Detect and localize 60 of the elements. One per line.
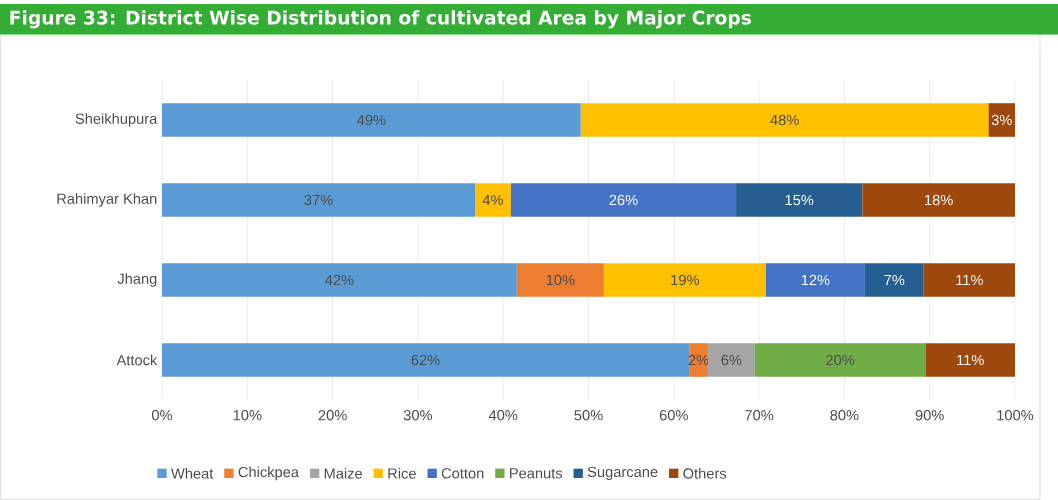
data-label: 37% — [304, 194, 333, 206]
bar — [516, 263, 604, 297]
x-tick-label: 100% — [997, 410, 1034, 421]
x-tick-label: 50% — [574, 410, 603, 421]
y-tick-label: Sheikhupura — [75, 113, 158, 127]
x-tick-label: 0% — [151, 410, 173, 421]
y-tick-label: Rahimyar Khan — [57, 193, 157, 207]
legend-label: Cotton — [441, 468, 484, 479]
data-label: 19% — [671, 274, 700, 286]
legend-label: Sugarcane — [587, 466, 658, 480]
bar — [862, 183, 1015, 217]
bar — [864, 263, 924, 297]
bar — [988, 103, 1015, 137]
legend-label: Chickpea — [238, 466, 299, 481]
data-label: 20% — [826, 354, 855, 366]
bar — [707, 343, 755, 377]
legend-label: Wheat — [171, 467, 214, 479]
data-label: 11% — [957, 354, 984, 366]
x-tick-label: 80% — [830, 410, 859, 421]
bar — [510, 183, 737, 217]
bar — [162, 103, 581, 137]
bar — [603, 263, 766, 297]
bar — [580, 103, 989, 137]
data-label: 49% — [357, 114, 386, 126]
legend-label: Rice — [388, 467, 416, 479]
y-tick-label: Jhang — [117, 273, 157, 287]
x-tick-label: 20% — [318, 410, 347, 421]
bar — [923, 263, 1015, 297]
bar — [925, 343, 1015, 377]
bar — [475, 183, 511, 217]
legend-label: Peanuts — [510, 468, 563, 479]
bar — [162, 183, 476, 217]
data-label: 62% — [411, 354, 440, 366]
data-label: 42% — [325, 274, 354, 286]
x-tick-label: 30% — [403, 410, 433, 421]
data-label: 3% — [991, 114, 1012, 126]
x-tick-label: 70% — [745, 410, 774, 421]
chart-title: Figure 33: District Wise Distribution of cultivated Area by Major Crops — [10, 10, 751, 29]
data-label: 48% — [770, 114, 799, 126]
data-label: 7% — [884, 274, 905, 286]
x-tick-label: 10% — [233, 410, 262, 421]
data-label: 26% — [609, 194, 638, 206]
data-label: 6% — [721, 354, 742, 366]
data-label: 18% — [925, 194, 953, 206]
x-tick-label: 90% — [915, 410, 944, 421]
data-label: 15% — [785, 194, 814, 206]
bar — [754, 343, 926, 377]
data-label: 4% — [482, 194, 504, 206]
bar — [162, 343, 690, 377]
legend-label: Maize — [324, 467, 363, 479]
data-label: 12% — [801, 274, 830, 286]
data-label: 10% — [546, 274, 575, 286]
data-label: 11% — [956, 274, 983, 286]
bar — [765, 263, 865, 297]
legend-label: Others — [683, 467, 727, 479]
y-tick-label: Attock — [116, 354, 158, 366]
bar — [162, 263, 517, 297]
x-tick-label: 60% — [659, 410, 688, 421]
bar — [736, 183, 863, 217]
x-tick-label: 40% — [488, 410, 518, 421]
